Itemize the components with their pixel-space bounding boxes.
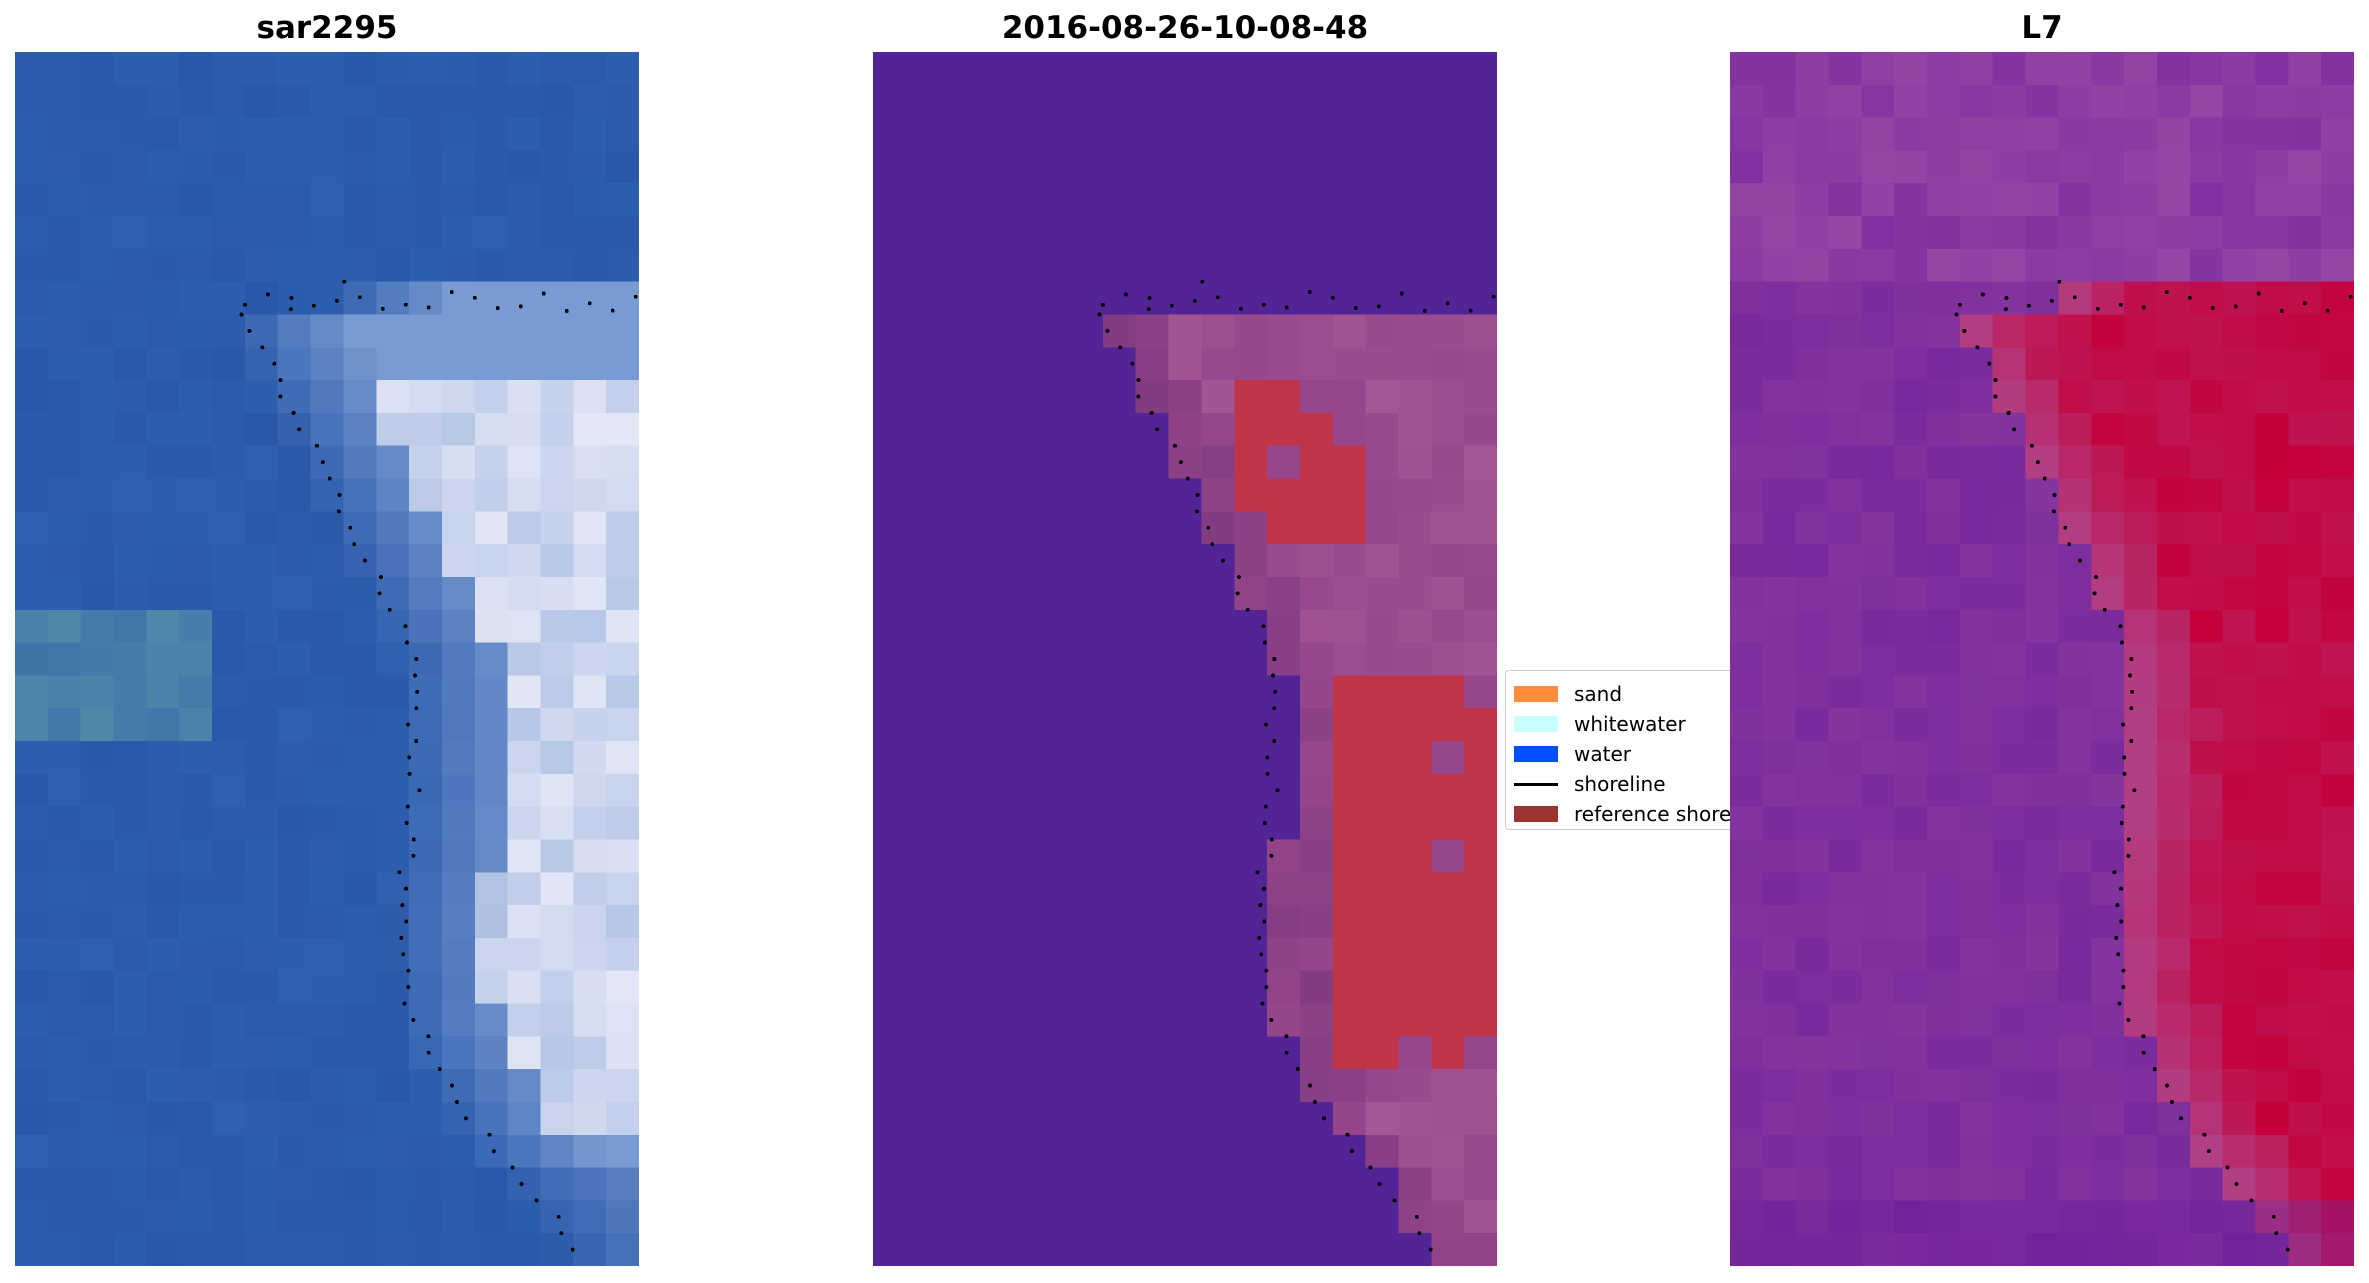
classified-image [873, 52, 1497, 1266]
legend-label: whitewater [1574, 712, 1686, 736]
legend-label: sand [1574, 682, 1623, 706]
legend-item-water: water [1514, 739, 1730, 769]
whitewater-swatch [1514, 716, 1558, 732]
sand-swatch [1514, 686, 1558, 702]
classified-image-panel [873, 52, 1497, 1266]
panel-title-index: L7 [2021, 10, 2063, 46]
panel-title-rgb: sar2295 [256, 10, 398, 46]
legend-label: shoreline [1574, 772, 1666, 796]
panel-title-classified: 2016-08-26-10-08-48 [1001, 10, 1369, 46]
shoreline-line-swatch [1514, 782, 1558, 786]
rgb-image-panel [15, 52, 639, 1266]
legend-item-reference-shoreline: reference shoreline [1514, 799, 1730, 829]
index-image-panel [1730, 52, 2354, 1266]
reference-shoreline-swatch [1514, 806, 1558, 822]
water-swatch [1514, 746, 1558, 762]
legend-item-shoreline: shoreline [1514, 769, 1730, 799]
legend-label: water [1574, 742, 1631, 766]
legend: sand whitewater water shoreline referenc… [1505, 670, 1730, 830]
legend-item-sand: sand [1514, 679, 1730, 709]
rgb-image [15, 52, 639, 1266]
legend-item-whitewater: whitewater [1514, 709, 1730, 739]
legend-label: reference shoreline [1574, 802, 1730, 826]
index-image [1730, 52, 2354, 1266]
